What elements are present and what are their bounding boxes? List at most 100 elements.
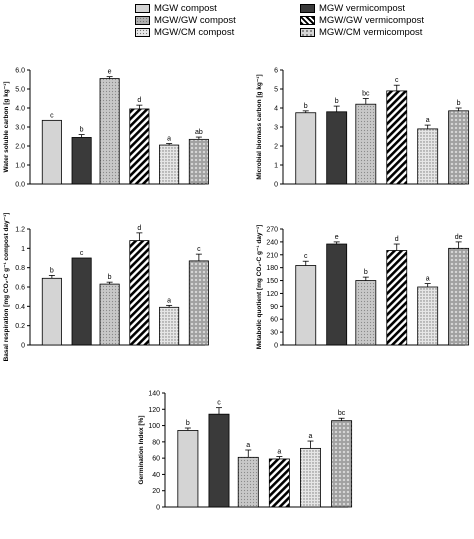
chart-panel-2: 0 1 2 3 4 5 6 Microbial biomass carbon [g kg⁻¹]…: [256, 68, 470, 189]
y-tick-label: 1.2: [15, 227, 25, 234]
y-axis-label: Metabolic quotient [mg CO₂-C g⁻¹ day⁻¹]: [256, 225, 263, 350]
legend-item: MGW/CM compost: [135, 26, 235, 38]
legend-item: MGW/CM vermicompost: [300, 26, 423, 38]
bar: [417, 128, 439, 185]
y-tick-label: 180: [266, 265, 278, 272]
legend-label: MGW/GW compost: [154, 14, 236, 26]
y-tick-label: 1: [21, 246, 25, 253]
significance-letter: c: [304, 253, 308, 260]
bar: [417, 286, 439, 346]
y-tick-label: 3: [274, 125, 278, 132]
significance-letter: c: [197, 246, 201, 253]
bar: [129, 108, 150, 185]
significance-letter: a: [426, 276, 430, 283]
bar: [41, 277, 62, 346]
bar: [99, 283, 120, 346]
significance-letter: c: [217, 400, 221, 407]
chart-panel-3: 0 0.2 0.4 0.6 0.8 1 1.2 Basal respiration [mg C…: [3, 213, 209, 361]
bar: [295, 112, 317, 185]
y-tick-label: 2.0: [15, 144, 25, 151]
significance-letter: a: [309, 433, 313, 440]
legend-item: MGW compost: [135, 2, 217, 14]
y-tick-label: 100: [148, 423, 160, 430]
bar: [355, 103, 377, 185]
significance-letter: b: [186, 420, 190, 427]
significance-letter: ab: [195, 129, 203, 136]
y-tick-label: 120: [266, 291, 278, 298]
significance-letter: bc: [338, 410, 346, 417]
y-tick-label: 0.8: [15, 265, 25, 272]
bar: [268, 458, 290, 508]
bar: [99, 78, 120, 185]
y-tick-label: 90: [270, 304, 278, 311]
significance-letter: a: [277, 449, 281, 456]
significance-letter: a: [167, 136, 171, 143]
y-tick-label: 0.6: [15, 285, 25, 292]
significance-letter: a: [167, 297, 171, 304]
y-tick-label: 2: [274, 144, 278, 151]
bar: [177, 430, 199, 508]
bar: [159, 144, 180, 185]
y-tick-label: 0.2: [15, 323, 25, 330]
bar: [129, 240, 150, 346]
significance-letter: b: [335, 98, 339, 105]
y-tick-label: 0: [274, 343, 278, 350]
y-tick-label: 60: [152, 456, 160, 463]
significance-letter: c: [395, 77, 399, 84]
bar: [295, 265, 317, 346]
y-tick-label: 6.0: [15, 68, 25, 75]
bar: [188, 138, 209, 185]
y-tick-label: 20: [152, 488, 160, 495]
legend-swatch: [300, 3, 315, 13]
bar: [159, 306, 180, 346]
y-tick-label: 270: [266, 227, 278, 234]
significance-letter: c: [80, 250, 84, 257]
bar: [71, 137, 92, 185]
significance-letter: d: [137, 225, 141, 232]
legend-label: MGW/CM compost: [154, 26, 235, 38]
y-tick-label: 4.0: [15, 106, 25, 113]
bar: [237, 456, 259, 508]
y-tick-label: 6: [274, 68, 278, 75]
significance-letter: b: [108, 274, 112, 281]
y-tick-label: 30: [270, 330, 278, 337]
y-tick-label: 60: [270, 317, 278, 324]
significance-letter: bc: [362, 91, 370, 98]
legend-swatch: [135, 3, 150, 13]
y-tick-label: 3.0: [15, 125, 25, 132]
significance-letter: a: [246, 442, 250, 449]
chart-panel-5: 0 20 40 60 80 100 120 140 Germination Index [%] b…: [138, 391, 353, 512]
significance-letter: b: [304, 103, 308, 110]
legend-item: MGW/GW compost: [135, 14, 236, 26]
legend-swatch: [135, 27, 150, 37]
legend-label: MGW compost: [154, 2, 217, 14]
significance-letter: de: [455, 234, 463, 241]
bar: [326, 111, 348, 185]
bar: [386, 90, 408, 185]
y-axis-label: Microbial biomass carbon [g kg⁻¹]: [256, 74, 263, 179]
y-tick-label: 0: [274, 182, 278, 189]
y-tick-label: 210: [266, 252, 278, 259]
legend-swatch: [300, 15, 315, 25]
y-tick-label: 5: [274, 87, 278, 94]
significance-letter: b: [364, 269, 368, 276]
bar: [355, 280, 377, 346]
bar: [71, 257, 92, 346]
legend-swatch: [300, 27, 315, 37]
y-tick-label: 0.4: [15, 304, 25, 311]
legend-label: MGW/CM vermicompost: [319, 26, 423, 38]
legend-label: MGW vermicompost: [319, 2, 406, 14]
chart-panel-1: 0.0 1.0 2.0 3.0 4.0 5.0 6.0 Water soluble carbo…: [3, 68, 209, 189]
significance-letter: b: [80, 127, 84, 134]
significance-letter: e: [108, 69, 112, 76]
y-tick-label: 150: [266, 278, 278, 285]
bar: [448, 110, 470, 185]
y-tick-label: 80: [152, 439, 160, 446]
y-tick-label: 240: [266, 239, 278, 246]
y-tick-label: 5.0: [15, 87, 25, 94]
bar: [331, 420, 353, 508]
significance-letter: b: [457, 100, 461, 107]
bar: [208, 413, 230, 508]
